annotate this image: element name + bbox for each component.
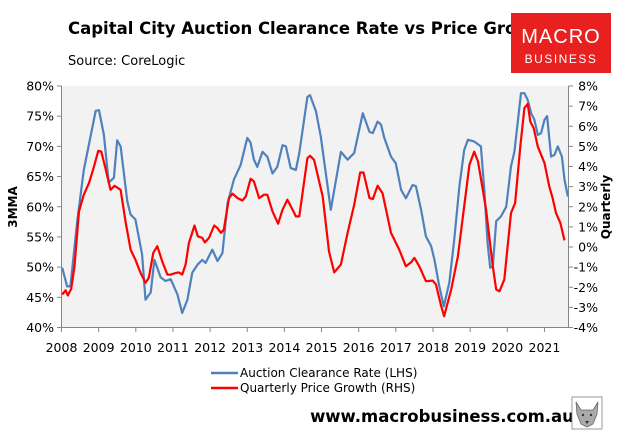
left-axis-label: 3MMA bbox=[6, 186, 20, 228]
legend-label-clearance: Auction Clearance Rate (LHS) bbox=[240, 366, 417, 380]
left-tick-label: 45% bbox=[26, 290, 54, 305]
logo-text-business: BUSINESS bbox=[525, 52, 598, 66]
x-tick-label: 2008 bbox=[46, 340, 78, 355]
legend: Auction Clearance Rate (LHS) Quarterly P… bbox=[211, 366, 417, 395]
series-line-clearance-rate bbox=[61, 92, 569, 315]
right-tick-label: -1% bbox=[574, 260, 598, 275]
right-tick-label: 6% bbox=[578, 119, 598, 134]
right-tick-label: -2% bbox=[574, 280, 598, 295]
right-tick-label: 8% bbox=[578, 79, 598, 94]
right-tick-label: 5% bbox=[578, 139, 598, 154]
right-tick-label: 1% bbox=[578, 219, 598, 234]
logo-text-macro: MACRO bbox=[521, 26, 600, 48]
x-tick-label: 2015 bbox=[306, 340, 338, 355]
right-tick-label: 0% bbox=[578, 240, 598, 255]
x-tick-label: 2013 bbox=[231, 340, 263, 355]
legend-label-price: Quarterly Price Growth (RHS) bbox=[240, 381, 415, 395]
macrobusiness-logo: MACRO BUSINESS bbox=[511, 13, 611, 73]
x-tick-label: 2011 bbox=[157, 340, 189, 355]
left-tick-label: 50% bbox=[26, 260, 54, 275]
right-tick-label: 3% bbox=[578, 179, 598, 194]
logo-background bbox=[511, 13, 611, 73]
right-tick-label: -4% bbox=[574, 320, 598, 335]
series-line-price-growth bbox=[61, 102, 566, 318]
left-tick-label: 60% bbox=[26, 199, 54, 214]
x-tick-label: 2020 bbox=[491, 340, 523, 355]
website-url: www.macrobusiness.com.au bbox=[310, 407, 574, 426]
wolf-head-icon bbox=[571, 396, 603, 430]
chart-subtitle: Source: CoreLogic bbox=[68, 54, 185, 69]
x-tick-label: 2018 bbox=[417, 340, 449, 355]
x-tick-label: 2009 bbox=[83, 340, 115, 355]
x-tick-label: 2017 bbox=[380, 340, 412, 355]
left-tick-label: 70% bbox=[26, 139, 54, 154]
right-axis-label: Quarterly bbox=[599, 175, 613, 240]
plot-area bbox=[62, 86, 568, 327]
right-tick-label: 7% bbox=[578, 99, 598, 114]
right-tick-label: 2% bbox=[578, 199, 598, 214]
left-tick-label: 40% bbox=[26, 320, 54, 335]
x-tick-label: 2012 bbox=[194, 340, 226, 355]
left-tick-label: 80% bbox=[26, 79, 54, 94]
left-tick-label: 75% bbox=[26, 109, 54, 124]
x-tick-label: 2019 bbox=[454, 340, 486, 355]
x-tick-label: 2016 bbox=[343, 340, 375, 355]
x-tick-label: 2021 bbox=[529, 340, 561, 355]
x-tick-label: 2014 bbox=[268, 340, 300, 355]
right-tick-label: 4% bbox=[578, 159, 598, 174]
chart-title: Capital City Auction Clearance Rate vs P… bbox=[68, 19, 551, 38]
right-tick-label: -3% bbox=[574, 300, 598, 315]
x-tick-label: 2010 bbox=[120, 340, 152, 355]
left-tick-label: 55% bbox=[26, 229, 54, 244]
left-tick-label: 65% bbox=[26, 169, 54, 184]
